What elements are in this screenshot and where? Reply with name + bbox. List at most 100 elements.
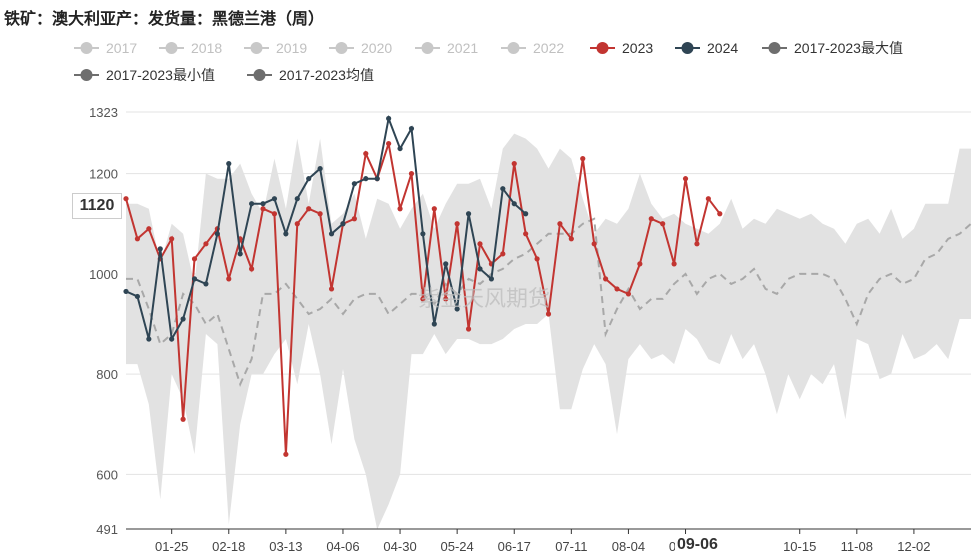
data-point-2024 xyxy=(477,266,483,272)
x-tick-label: 07-11 xyxy=(555,539,587,554)
data-point-2024 xyxy=(488,276,495,282)
x-tick-label: 04-30 xyxy=(383,539,416,554)
y-tick-label: 1000 xyxy=(89,267,118,282)
x-tick-label: 04-06 xyxy=(326,539,359,554)
data-point-2023 xyxy=(648,216,654,222)
data-point-2023 xyxy=(397,206,403,212)
data-point-2023 xyxy=(557,221,563,227)
data-point-2024 xyxy=(237,251,243,257)
legend-marker[interactable] xyxy=(250,42,263,54)
data-point-2023 xyxy=(534,256,540,262)
data-point-2024 xyxy=(523,211,529,217)
legend-marker[interactable] xyxy=(253,69,266,81)
data-point-2023 xyxy=(180,416,186,422)
data-point-2023 xyxy=(249,266,255,272)
x-tick-label: 11-08 xyxy=(841,539,873,554)
data-point-2024 xyxy=(271,196,278,202)
legend-marker[interactable] xyxy=(507,42,520,54)
data-point-2024 xyxy=(146,336,152,342)
legend-marker[interactable] xyxy=(681,42,694,54)
y-tick-label: 800 xyxy=(96,367,118,382)
y-tick-label: 1200 xyxy=(89,167,118,182)
legend-marker[interactable] xyxy=(768,42,781,54)
data-point-2023 xyxy=(443,296,449,302)
legend-marker[interactable] xyxy=(335,42,348,54)
legend-marker[interactable] xyxy=(80,42,93,54)
data-point-2023 xyxy=(523,231,529,237)
axis-pointer-x-label: 09-06 xyxy=(675,536,720,554)
data-point-2024 xyxy=(306,176,312,182)
data-point-2023 xyxy=(386,140,392,147)
legend-item-label[interactable]: 2021 xyxy=(447,40,478,56)
data-point-2023 xyxy=(146,226,152,232)
data-point-2023 xyxy=(134,236,141,242)
data-point-2023 xyxy=(637,261,643,267)
legend-item-label[interactable]: 2023 xyxy=(622,40,653,56)
data-point-2023 xyxy=(500,251,506,257)
legend-marker[interactable] xyxy=(165,42,178,54)
x-tick-label: 03-13 xyxy=(269,539,302,554)
data-point-2024 xyxy=(454,306,460,312)
chart-title: 铁矿：澳大利亚产：发货量：黑德兰港（周） xyxy=(4,11,325,28)
data-point-2024 xyxy=(214,231,220,237)
data-point-2024 xyxy=(465,211,472,217)
data-point-2023 xyxy=(351,216,357,222)
data-point-2024 xyxy=(157,246,163,252)
data-point-2023 xyxy=(169,236,175,242)
y-tick-label: 600 xyxy=(96,467,118,482)
data-point-2023 xyxy=(408,171,415,177)
data-point-2024 xyxy=(328,231,335,237)
legend-marker[interactable] xyxy=(596,42,609,54)
data-point-2024 xyxy=(340,221,346,227)
x-tick-label: 10-15 xyxy=(783,539,816,554)
legend-item-label[interactable]: 2017-2023最小值 xyxy=(106,67,215,83)
data-point-2023 xyxy=(294,221,300,227)
data-point-2023 xyxy=(694,241,700,247)
y-tick-label: 491 xyxy=(96,522,118,537)
data-point-2023 xyxy=(431,206,437,212)
legend-item-label[interactable]: 2018 xyxy=(191,40,222,56)
data-point-2023 xyxy=(671,261,677,267)
data-point-2024 xyxy=(226,161,232,167)
data-point-2024 xyxy=(363,176,369,182)
legend-item-label[interactable]: 2020 xyxy=(361,40,392,56)
legend-item-label[interactable]: 2017-2023均值 xyxy=(279,67,374,83)
legend-item-label[interactable]: 2024 xyxy=(707,40,738,56)
data-point-2023 xyxy=(123,196,129,202)
legend-item-label[interactable]: 2017-2023最大值 xyxy=(794,40,903,56)
data-point-2024 xyxy=(443,261,449,267)
data-point-2023 xyxy=(191,256,198,262)
data-point-2024 xyxy=(431,321,437,327)
data-point-2023 xyxy=(226,276,232,282)
series-line-2024 xyxy=(125,114,527,343)
legend-item-label[interactable]: 2019 xyxy=(276,40,307,56)
legend-marker[interactable] xyxy=(80,69,93,81)
data-point-2023 xyxy=(717,211,723,217)
legend-item-label[interactable]: 2017 xyxy=(106,40,137,56)
x-tick-label: 06-17 xyxy=(498,539,531,554)
data-point-2023 xyxy=(420,296,426,302)
data-point-2023 xyxy=(363,150,369,157)
data-point-2024 xyxy=(374,176,380,182)
data-point-2023 xyxy=(602,276,609,282)
y-tick-label: 1323 xyxy=(89,105,118,120)
data-point-2023 xyxy=(568,236,574,242)
data-point-2023 xyxy=(203,241,209,247)
data-point-2024 xyxy=(169,336,175,342)
data-point-2023 xyxy=(454,221,460,227)
legend-item-label[interactable]: 2022 xyxy=(533,40,564,56)
data-point-2024 xyxy=(180,316,186,322)
data-point-2023 xyxy=(283,451,289,457)
data-point-2024 xyxy=(351,181,357,187)
data-point-2023 xyxy=(591,241,597,247)
legend-marker[interactable] xyxy=(421,42,434,54)
range-band xyxy=(126,133,971,530)
x-tick-label: 01-25 xyxy=(155,539,188,554)
axis-pointer-y-label: 1120 xyxy=(72,193,122,219)
data-point-2024 xyxy=(317,166,323,172)
data-point-2024 xyxy=(420,231,426,237)
x-tick-label: 02-18 xyxy=(212,539,245,554)
data-point-2024 xyxy=(408,125,415,132)
data-point-2023 xyxy=(660,221,666,227)
